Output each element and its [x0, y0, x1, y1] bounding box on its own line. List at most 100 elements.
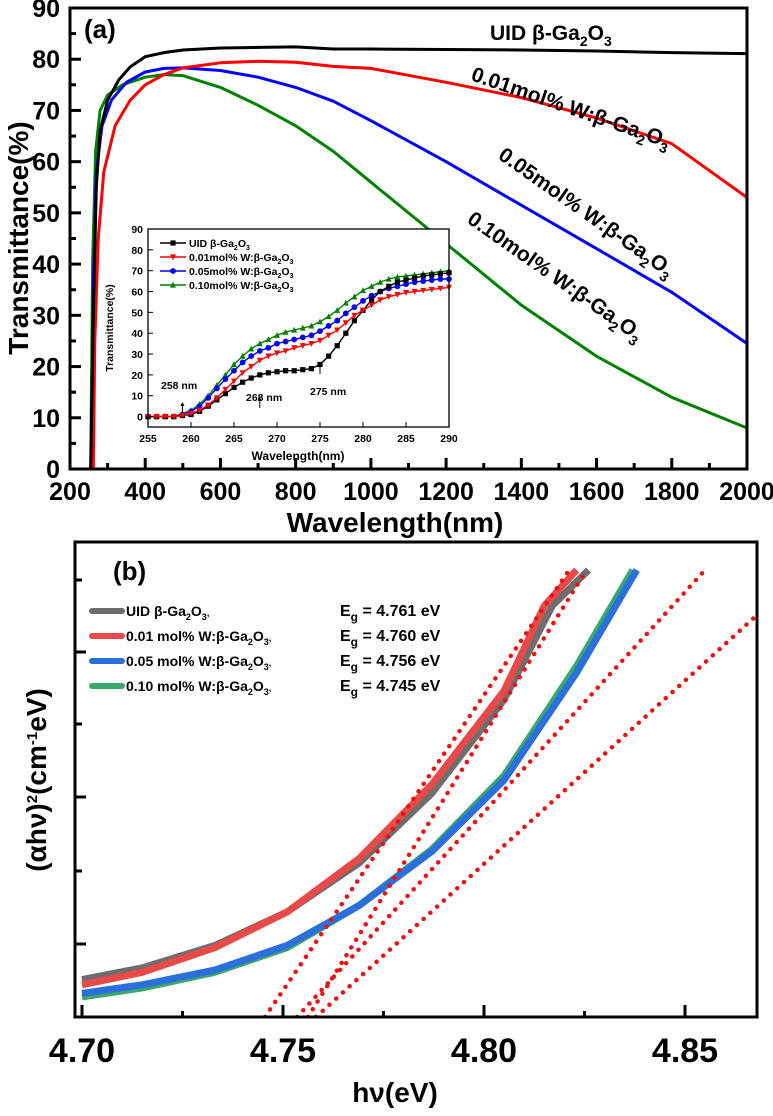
inset-x-tick-label: 290	[440, 433, 458, 445]
inset-data-point	[265, 344, 272, 351]
inset-data-point	[274, 369, 280, 375]
inset-data-point	[162, 413, 169, 420]
inset-data-point	[429, 272, 435, 278]
inset-data-point	[386, 283, 392, 289]
panel-b: 4.70 4.75 4.80 4.85 (b) hν(eV) (αhν)2(cm-1e…	[21, 540, 759, 1108]
inset-y-tick-label: 10	[131, 391, 143, 403]
inset-data-point	[377, 288, 383, 295]
panel-a-y-tick-label: 70	[32, 97, 60, 125]
panel-a-x-tick-label: 1200	[418, 478, 474, 506]
inset-data-point	[283, 368, 289, 374]
panel-a-y-tick-label: 0	[46, 456, 60, 484]
inset-data-point	[256, 340, 263, 347]
inset-data-point	[368, 302, 375, 309]
inset-y-tick-label: 50	[131, 307, 143, 319]
inset-data-point	[394, 279, 400, 285]
inset-legend-marker	[170, 240, 176, 246]
inset-data-point	[342, 320, 349, 326]
panel-b-x-axis-title: hν(eV)	[352, 1077, 438, 1108]
inset-x-tick-label: 270	[268, 433, 286, 445]
panel-b-legend-label: UID β-Ga2O3,	[126, 603, 209, 622]
inset-data-point	[334, 343, 340, 349]
inset-data-point	[428, 277, 435, 283]
inset-data-point	[403, 272, 409, 279]
panel-b-fit-line-1	[305, 567, 589, 1017]
inset-data-point	[239, 370, 246, 377]
panel-b-legend-bandgap: Eg = 4.760 eV	[340, 628, 441, 649]
panel-b-fit-line-3	[313, 612, 757, 1017]
inset-y-tick-label: 0	[137, 412, 143, 424]
inset-data-point	[265, 336, 272, 343]
inset-data-point	[325, 323, 332, 329]
inset-chart: 255 260 265 270 275 280 285 290 0 10 20 30 40 50 60 70…	[104, 224, 458, 463]
inset-data-point	[291, 368, 297, 374]
inset-data-point	[274, 332, 280, 338]
inset-data-point	[308, 332, 315, 339]
inset-data-point	[342, 299, 349, 306]
panel-b-series-line-0	[81, 567, 591, 983]
inset-data-point	[385, 275, 392, 282]
inset-annotation-label: 258 nm	[161, 380, 197, 392]
inset-data-point	[412, 275, 418, 281]
inset-data-point	[256, 348, 263, 354]
panel-b-x-tick-label: 4.70	[49, 1032, 115, 1070]
inset-data-point	[257, 372, 263, 378]
inset-data-point	[248, 363, 255, 370]
panel-a-y-tick-label: 50	[32, 200, 60, 228]
inset-data-point	[403, 289, 409, 296]
inset-data-point	[248, 353, 255, 360]
panel-a-series-line-1	[70, 59, 748, 471]
inset-data-point	[299, 334, 306, 341]
inset-data-point	[360, 298, 366, 304]
panel-a-x-tick-label: 1000	[343, 478, 399, 506]
panel-a-x-tick-label: 2000	[719, 478, 773, 506]
inset-data-point	[385, 294, 392, 300]
panel-a-series-line-0	[70, 45, 748, 471]
panel-a-y-ticks: 0 10 20 30 40 50 60 70 80 90	[32, 0, 81, 484]
panel-b-x-tick-label: 4.75	[250, 1032, 316, 1070]
panel-b-legend-bandgap: Eg = 4.756 eV	[340, 653, 441, 674]
inset-data-point	[282, 348, 289, 355]
panel-b-legend: UID β-Ga2O3, Eg = 4.761 eV 0.01 mol% W:β-G…	[89, 603, 441, 699]
inset-data-point	[351, 293, 358, 300]
inset-data-point	[317, 328, 323, 335]
inset-data-point	[300, 367, 306, 373]
inset-data-point	[368, 292, 375, 299]
inset-legend-marker	[170, 254, 176, 261]
inset-data-point	[179, 412, 186, 419]
inset-data-point	[222, 391, 228, 397]
inset-background	[148, 229, 449, 427]
inset-frame	[147, 228, 450, 428]
inset-data-point	[299, 343, 306, 349]
inset-data-point	[188, 410, 194, 417]
panel-b-label: (b)	[113, 556, 146, 586]
inset-annotation-arrowhead	[257, 397, 262, 401]
inset-data-point	[205, 402, 212, 409]
inset-data-point	[274, 340, 280, 347]
inset-data-point	[334, 317, 341, 324]
inset-data-point	[291, 336, 298, 343]
inset-data-point	[411, 279, 418, 286]
inset-data-point	[231, 367, 237, 374]
panel-a-x-tick-label: 600	[200, 478, 242, 506]
inset-data-point	[170, 413, 177, 420]
inset-data-point	[403, 277, 409, 283]
inset-data-point	[326, 353, 332, 359]
inset-data-point	[231, 378, 237, 385]
inset-data-point	[196, 403, 203, 410]
inset-data-point	[153, 413, 160, 420]
inset-data-point	[428, 286, 435, 293]
panel-a-x-tick-label: 1800	[644, 478, 700, 506]
inset-data-point	[239, 352, 246, 359]
inset-legend-marker	[170, 268, 176, 274]
inset-x-tick-label: 260	[182, 433, 200, 445]
inset-y-ticks: 0 10 20 30 40 50 60 70 80 90	[131, 224, 153, 424]
panel-a-x-tick-label: 200	[49, 478, 91, 506]
inset-data-point	[196, 407, 203, 414]
panel-a-y-axis-title: Transmittance(%)	[3, 121, 34, 354]
inset-x-tick-label: 255	[139, 433, 157, 445]
inset-data-point	[308, 366, 314, 372]
inset-data-point	[377, 297, 384, 304]
panel-a-x-tick-label: 1600	[569, 478, 625, 506]
